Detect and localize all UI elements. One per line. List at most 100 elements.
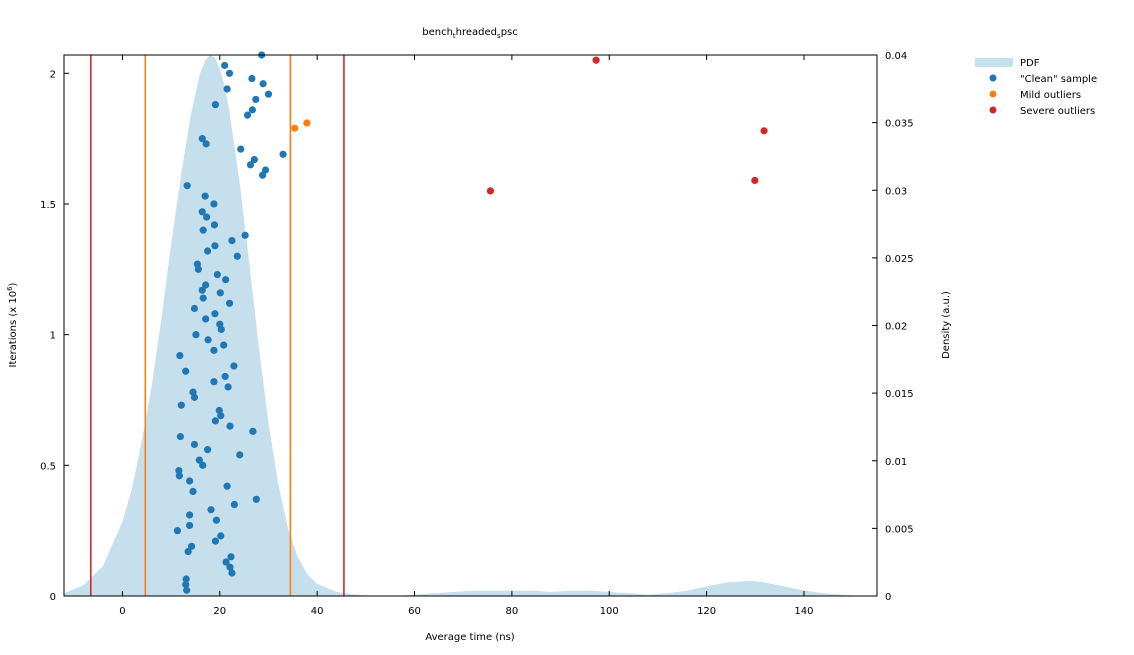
y-right-tick-label: 0.03	[885, 186, 907, 197]
clean-sample-point	[225, 69, 234, 77]
clean-sample-point	[203, 213, 211, 221]
legend-label-pdf: PDF	[1020, 58, 1040, 69]
x-axis-ticks: 0 20 40 60 80 100 120 140	[119, 55, 814, 617]
clean-sample-point	[211, 537, 219, 545]
legend-marker-clean	[989, 74, 997, 82]
x-tick-label: 40	[311, 606, 324, 617]
clean-sample-point	[217, 532, 225, 540]
clean-sample-point	[216, 289, 224, 297]
mild-outlier-point	[303, 119, 311, 127]
legend-label-severe: Severe outliers	[1020, 106, 1095, 117]
y-right-tick-label: 0.04	[885, 51, 907, 62]
clean-sample-point	[202, 315, 210, 323]
clean-sample-point	[261, 166, 270, 174]
clean-sample-point	[227, 553, 235, 561]
clean-sample-point	[230, 500, 238, 509]
y-left-axis-ticks: 0 0.5 1 1.5 2	[40, 69, 69, 603]
clean-sample-point	[237, 145, 245, 153]
clean-sample-point	[241, 231, 249, 239]
clean-sample-point	[248, 74, 256, 83]
clean-sample-point	[186, 521, 194, 530]
x-axis-label: Average time (ns)	[425, 632, 514, 643]
clean-sample-point	[213, 270, 221, 279]
clean-sample-point	[177, 401, 185, 409]
clean-sample-point	[182, 580, 190, 589]
clean-sample-point	[226, 422, 234, 430]
clean-sample-point	[210, 346, 218, 354]
severe-outlier-point	[760, 127, 768, 135]
clean-sample-point	[224, 383, 232, 391]
y-right-tick-label: 0.015	[885, 389, 914, 400]
y-left-tick-label: 0	[50, 592, 56, 603]
clean-sample-point	[189, 487, 197, 496]
severe-outlier-point	[592, 56, 600, 64]
clean-sample-point	[184, 547, 192, 556]
y-right-axis-label: Density (a.u.)	[941, 291, 952, 359]
clean-sample-point	[223, 85, 231, 93]
clean-sample-point	[204, 446, 212, 454]
clean-sample-point	[176, 351, 184, 360]
clean-sample-point	[223, 482, 231, 490]
clean-sample-point	[199, 461, 207, 469]
clean-sample-point	[252, 95, 260, 104]
x-tick-label: 100	[600, 606, 619, 617]
clean-sample-point	[225, 299, 234, 307]
clean-sample-point	[207, 506, 215, 514]
pdf-area	[64, 55, 863, 596]
clean-sample-point	[186, 477, 194, 485]
clean-sample-point	[249, 427, 257, 435]
clean-sample-point	[202, 140, 210, 148]
clean-sample-point	[183, 586, 191, 594]
clean-sample-point	[199, 226, 207, 234]
clean-sample-point	[243, 111, 252, 119]
clean-sample-point	[216, 320, 224, 328]
x-tick-label: 0	[119, 606, 125, 617]
y-right-tick-label: 0.025	[885, 254, 914, 265]
clean-sample-point	[199, 294, 207, 302]
clean-sample-point	[198, 208, 206, 216]
clean-sample-point	[228, 236, 236, 245]
clean-sample-point	[222, 558, 230, 566]
y-left-tick-label: 1.5	[40, 200, 56, 211]
y-left-axis-label: Iterations (x 106)	[6, 282, 19, 367]
clean-sample-point	[183, 182, 191, 190]
clean-sample-point	[228, 569, 236, 577]
clean-sample-point	[210, 378, 218, 386]
x-tick-label: 80	[506, 606, 519, 617]
clean-sample-point	[264, 90, 273, 98]
legend-marker-severe	[989, 106, 997, 114]
clean-sample-point	[198, 286, 206, 294]
outlier-threshold-lines	[89, 55, 345, 596]
clean-sample-point	[246, 161, 255, 169]
clean-sample-point	[221, 372, 229, 381]
clean-sample-point	[195, 456, 203, 464]
clean-sample-point	[198, 135, 206, 143]
y-right-axis-ticks: 0 0.005 0.01 0.015 0.02 0.025 0.03 0.035 0.04	[872, 51, 914, 603]
clean-sample-point	[182, 367, 190, 375]
legend-swatch-pdf	[975, 58, 1013, 67]
clean-sample-point	[215, 406, 223, 415]
y-left-tick-label: 0.5	[40, 461, 56, 472]
x-tick-label: 120	[697, 606, 716, 617]
clean-sample-point	[220, 341, 228, 349]
chart-title: benchthreadedspsc	[422, 27, 518, 40]
clean-sample-point	[190, 440, 199, 449]
clean-sample-point	[211, 242, 219, 250]
severe-outlier-point	[751, 176, 759, 185]
y-right-tick-label: 0	[885, 592, 891, 603]
clean-sample-point	[176, 432, 184, 441]
clean-sample-point	[248, 106, 256, 114]
y-right-tick-label: 0.02	[885, 322, 907, 333]
clean-sample-point	[182, 575, 190, 583]
clean-sample-point	[211, 101, 219, 109]
severe-outlier-point	[486, 187, 495, 195]
legend-label-clean: "Clean" sample	[1020, 74, 1097, 85]
clean-sample-point	[233, 252, 241, 260]
clean-sample-point	[236, 451, 244, 459]
clean-sample-point	[175, 472, 183, 480]
pdf-area-layer	[64, 55, 863, 596]
y-right-tick-label: 0.01	[885, 457, 907, 468]
x-tick-label: 140	[794, 606, 813, 617]
legend: PDF "Clean" sample Mild outliers Severe …	[975, 58, 1097, 117]
clean-sample-point	[175, 466, 183, 475]
